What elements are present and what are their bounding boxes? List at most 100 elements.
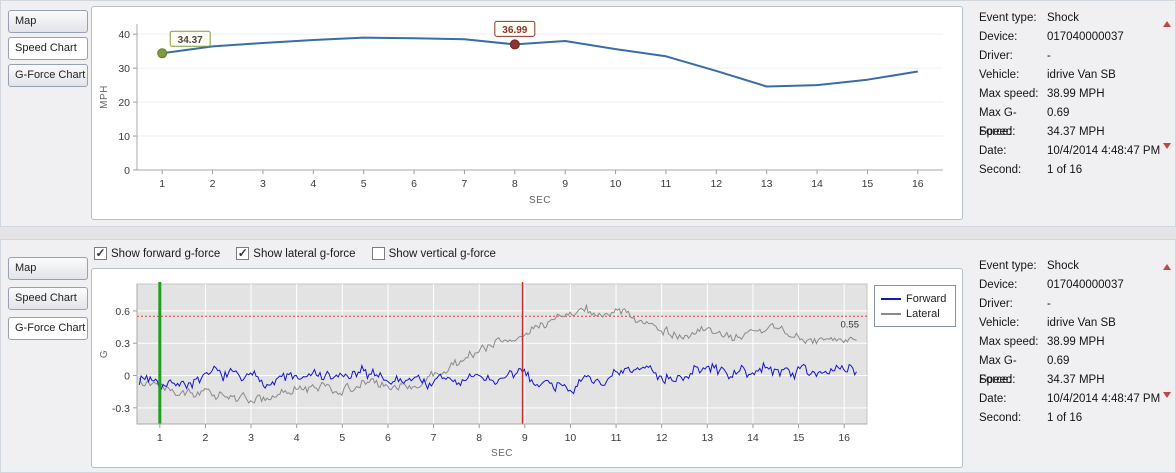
info-value: idrive Van SB (1047, 69, 1116, 81)
svg-text:34.37: 34.37 (178, 35, 203, 46)
info-label: Event type: (979, 260, 1037, 272)
tab-gforce-chart[interactable]: G-Force Chart (8, 64, 88, 87)
svg-text:10: 10 (610, 178, 622, 190)
svg-text:8: 8 (476, 432, 482, 444)
info-row: Driver: - (979, 295, 1160, 314)
checkbox-box[interactable] (371, 247, 385, 260)
tab-map[interactable]: Map (8, 257, 88, 280)
svg-text:5: 5 (339, 432, 345, 444)
info-value: 38.99 MPH (1047, 88, 1105, 100)
svg-text:-0.3: -0.3 (112, 403, 130, 415)
legend-label: Forward (906, 292, 947, 305)
info-value: 34.37 MPH (1047, 374, 1105, 386)
info-row: Second: 1 of 16 (979, 161, 1160, 180)
svg-text:2: 2 (210, 178, 216, 190)
event-info-panel: Event type: Shock Device: 017040000037 Dri… (979, 9, 1160, 180)
svg-text:12: 12 (710, 178, 722, 190)
svg-text:5: 5 (361, 178, 367, 190)
info-label: Driver: (979, 298, 1013, 310)
info-row: Date: 10/4/2014 4:48:47 PM (979, 390, 1160, 409)
info-value: 017040000037 (1047, 279, 1124, 291)
event-info-panel: Event type: Shock Device: 017040000037 Dri… (979, 257, 1160, 428)
info-value: 017040000037 (1047, 31, 1124, 43)
svg-text:14: 14 (811, 178, 823, 190)
info-row: Max G-Force: 0.69 (979, 104, 1160, 138)
info-row: Second: 1 of 16 (979, 409, 1160, 428)
gforce-chart-svg[interactable]: -0.300.30.61 2 3 4 5 6 7 8 9 10 11 12 13 14 15 160.55SE… (95, 272, 957, 464)
legend-item-lateral: Lateral (881, 306, 949, 321)
info-value: - (1047, 298, 1051, 310)
svg-text:12: 12 (656, 432, 668, 444)
info-row: Device: 017040000037 (979, 28, 1160, 47)
gforce-chart[interactable]: -0.3 0 0.3 0.6 1 2 3 4 5 6 7 8 9 10 11 12 13 14 15 16 0.55 SE… (91, 268, 963, 468)
svg-text:0: 0 (124, 371, 130, 383)
speed-chart-panel: Map Speed Chart G-Force Chart 0 10 20 30 40 1… (0, 0, 1176, 227)
info-value: idrive Van SB (1047, 317, 1116, 329)
svg-text:4: 4 (310, 178, 316, 190)
svg-text:13: 13 (761, 178, 773, 190)
svg-text:3: 3 (248, 432, 254, 444)
sidebar-tabs: Map Speed Chart G-Force Chart (8, 10, 88, 91)
checkbox-show-lateral-gforce[interactable]: ✓ Show lateral g-force (236, 246, 356, 260)
info-row: Vehicle: idrive Van SB (979, 314, 1160, 333)
svg-text:0.6: 0.6 (115, 306, 130, 318)
sidebar-tabs: Map Speed Chart G-Force Chart (8, 257, 88, 347)
svg-text:G: G (99, 350, 110, 358)
scroll-up-icon[interactable] (1163, 264, 1171, 270)
tab-speed-chart[interactable]: Speed Chart (8, 287, 88, 310)
svg-text:6: 6 (385, 432, 391, 444)
svg-text:7: 7 (462, 178, 468, 190)
checkbox-label: Show lateral g-force (253, 247, 356, 260)
svg-text:30: 30 (118, 63, 130, 75)
info-value: 34.37 MPH (1047, 126, 1105, 138)
svg-text:SEC: SEC (491, 448, 513, 459)
chart-legend: Forward Lateral (874, 285, 956, 327)
info-label: Event type: (979, 12, 1037, 24)
info-row: Max G-Force: 0.69 (979, 352, 1160, 386)
info-value: 1 of 16 (1047, 412, 1083, 424)
checkbox-show-forward-gforce[interactable]: ✓ Show forward g-force (94, 247, 220, 260)
checkbox-box[interactable]: ✓ (94, 246, 107, 260)
info-value: - (1047, 50, 1051, 62)
lateral-line-swatch (881, 312, 901, 315)
svg-text:6: 6 (411, 178, 417, 190)
checkbox-box[interactable]: ✓ (236, 246, 250, 260)
scroll-up-icon[interactable] (1163, 21, 1171, 27)
scroll-down-icon[interactable] (1163, 143, 1171, 149)
info-row: Device: 017040000037 (979, 276, 1160, 295)
svg-text:16: 16 (838, 432, 850, 444)
info-value: 0.69 (1047, 355, 1070, 367)
info-value: Shock (1047, 260, 1079, 272)
info-row: Max speed: 38.99 MPH (979, 85, 1160, 104)
info-label: Speed: (979, 126, 1016, 138)
svg-text:11: 11 (611, 432, 622, 444)
svg-text:9: 9 (562, 178, 568, 190)
svg-text:SEC: SEC (529, 195, 551, 206)
info-value: Shock (1047, 12, 1079, 24)
svg-text:3: 3 (260, 178, 266, 190)
speed-chart[interactable]: 0 10 20 30 40 1 2 3 4 5 6 7 8 9 10 11 12 13 14 15 16 SEC MPH 34… (91, 6, 963, 220)
scroll-down-icon[interactable] (1163, 392, 1171, 398)
tab-gforce-chart[interactable]: G-Force Chart (8, 317, 88, 340)
svg-text:10: 10 (565, 432, 577, 444)
info-label: Max speed: (979, 88, 1039, 100)
checkbox-show-vertical-gforce[interactable]: Show vertical g-force (371, 247, 496, 260)
tab-speed-chart[interactable]: Speed Chart (8, 37, 88, 60)
gforce-chart-panel: Map Speed Chart G-Force Chart ✓ Show for… (0, 239, 1176, 473)
svg-text:36.99: 36.99 (502, 25, 527, 36)
info-label: Date: (979, 145, 1007, 157)
info-value: 38.99 MPH (1047, 336, 1105, 348)
info-label: Max G-Force: (979, 107, 1017, 138)
checkbox-label: Show vertical g-force (388, 247, 496, 260)
svg-text:40: 40 (118, 29, 130, 41)
info-row: Date: 10/4/2014 4:48:47 PM (979, 142, 1160, 161)
info-row: Vehicle: idrive Van SB (979, 66, 1160, 85)
info-row: Speed: 34.37 MPH (979, 371, 1160, 390)
svg-text:0.3: 0.3 (115, 338, 130, 350)
info-label: Device: (979, 31, 1018, 43)
svg-text:0.55: 0.55 (841, 319, 860, 330)
info-label: Max speed: (979, 336, 1039, 348)
tab-map[interactable]: Map (8, 10, 88, 33)
svg-text:4: 4 (294, 432, 300, 444)
